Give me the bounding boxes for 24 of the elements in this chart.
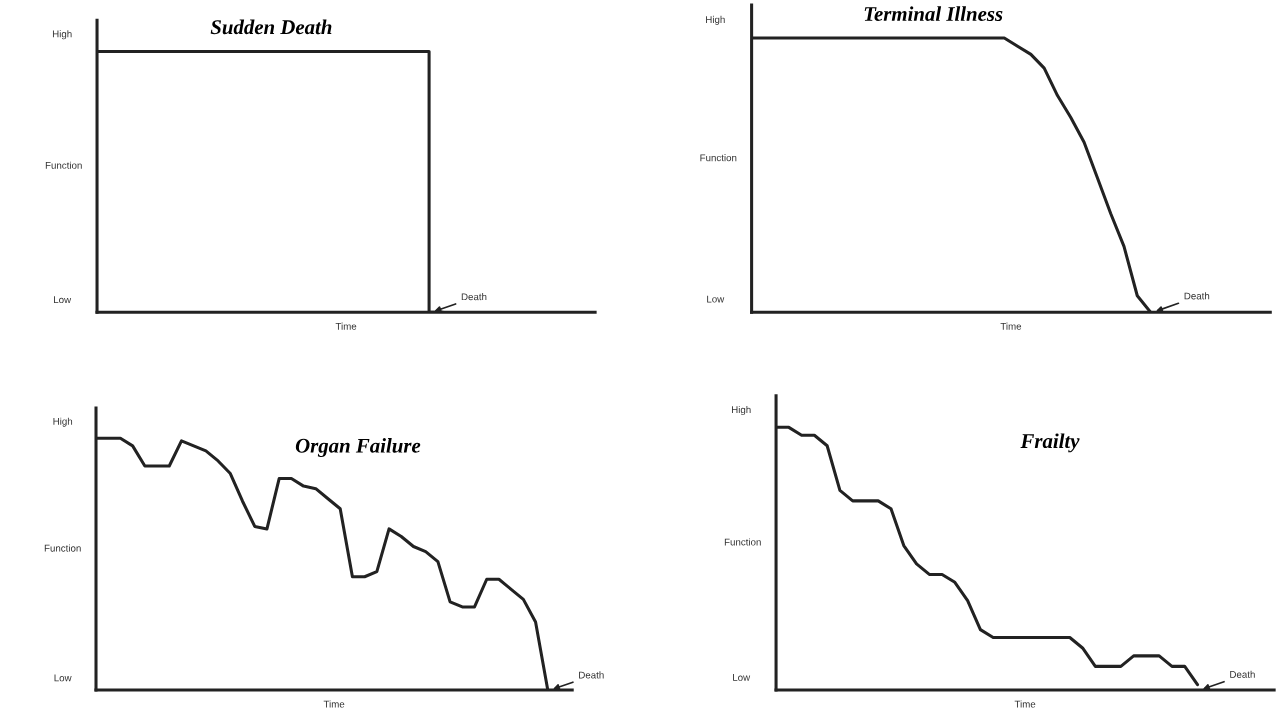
x-axis-title: Time [335, 322, 357, 330]
annotation: Death [461, 293, 487, 301]
y-axis-title: Function [724, 538, 761, 546]
text: High [53, 417, 73, 427]
text: Death [579, 671, 604, 679]
text: Low [733, 674, 751, 681]
text: High [52, 30, 72, 40]
y-axis-title: Function [44, 544, 81, 552]
text: Low [54, 296, 72, 304]
text: Low [54, 674, 72, 682]
text: Low [707, 295, 725, 303]
chart-title: Sudden Death [210, 19, 332, 35]
y-axis-title: Function [700, 154, 737, 162]
text: High [732, 406, 751, 416]
text: High [706, 15, 725, 25]
x-axis-title: Time [1000, 322, 1022, 330]
annotation: Death [1230, 670, 1255, 678]
chart-title: Organ Failure [295, 438, 421, 457]
x-axis-title: Time [1014, 700, 1036, 708]
annotation: Death [1184, 292, 1210, 300]
x-axis-title: Time [323, 700, 345, 708]
y-axis-title: Function [45, 161, 82, 169]
chart-title: Terminal Illness [864, 6, 1003, 22]
chart-title: Frailty [1020, 433, 1080, 453]
